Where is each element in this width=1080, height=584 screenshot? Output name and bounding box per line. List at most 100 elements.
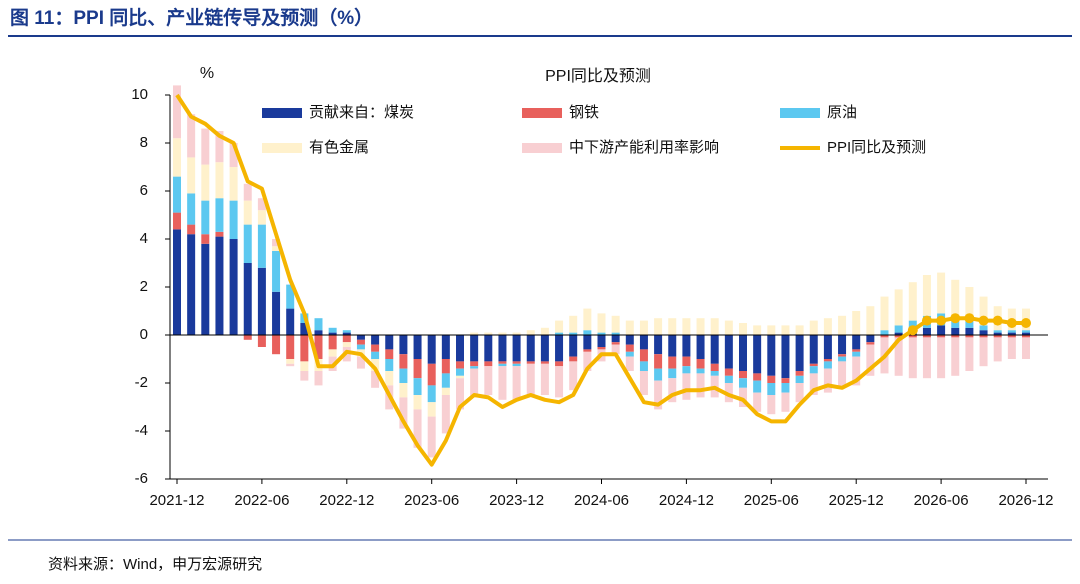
bar bbox=[540, 327, 549, 335]
bar bbox=[300, 335, 309, 362]
bar bbox=[498, 366, 507, 400]
legend-swatch bbox=[262, 108, 302, 118]
bar bbox=[187, 157, 196, 194]
bar bbox=[399, 354, 408, 369]
bar bbox=[937, 335, 946, 338]
bar bbox=[427, 335, 436, 364]
bar bbox=[852, 351, 861, 357]
bar bbox=[257, 198, 266, 211]
y-tick-label: 4 bbox=[140, 230, 148, 247]
bar bbox=[272, 239, 281, 247]
bar bbox=[413, 335, 422, 359]
bar bbox=[838, 361, 847, 388]
bar bbox=[257, 335, 266, 347]
line-marker bbox=[1021, 318, 1031, 328]
bar bbox=[979, 296, 988, 326]
bar bbox=[300, 371, 309, 381]
legend-label: 原油 bbox=[827, 104, 857, 121]
y-tick-label: -4 bbox=[135, 422, 148, 439]
bar bbox=[243, 183, 252, 201]
bar bbox=[809, 373, 818, 395]
bar bbox=[427, 402, 436, 417]
bar bbox=[823, 359, 832, 362]
bar bbox=[965, 320, 974, 328]
bar bbox=[965, 335, 974, 338]
bar bbox=[597, 347, 606, 350]
bar bbox=[371, 335, 380, 345]
bar bbox=[611, 335, 620, 343]
bar bbox=[583, 330, 592, 335]
bar bbox=[1022, 335, 1030, 338]
bar bbox=[512, 363, 521, 367]
bar bbox=[399, 368, 408, 383]
bar bbox=[441, 395, 450, 434]
bar bbox=[611, 315, 620, 333]
bar bbox=[385, 349, 394, 359]
bar bbox=[328, 332, 337, 335]
bar bbox=[187, 234, 196, 335]
bar bbox=[838, 315, 847, 335]
bar bbox=[215, 131, 224, 163]
bar bbox=[739, 335, 747, 371]
bar bbox=[668, 335, 677, 357]
bar bbox=[173, 229, 181, 335]
bar bbox=[456, 361, 464, 369]
bar bbox=[187, 224, 196, 235]
bar bbox=[526, 335, 535, 362]
bar bbox=[201, 243, 210, 335]
bar bbox=[880, 330, 889, 335]
bar bbox=[767, 375, 776, 383]
bar bbox=[498, 363, 507, 367]
bar bbox=[852, 311, 861, 335]
bar bbox=[413, 409, 422, 448]
x-tick-label: 2024-06 bbox=[574, 492, 629, 509]
bar bbox=[639, 335, 648, 350]
bar bbox=[880, 335, 889, 338]
bar bbox=[767, 335, 776, 376]
bar bbox=[654, 318, 663, 335]
bar bbox=[908, 335, 917, 338]
bar bbox=[555, 332, 564, 335]
bar bbox=[894, 337, 903, 376]
bar bbox=[654, 335, 663, 355]
bar bbox=[427, 416, 436, 458]
legend-swatch bbox=[522, 108, 562, 118]
bar bbox=[243, 224, 252, 263]
bar bbox=[526, 330, 535, 335]
bar bbox=[243, 200, 252, 225]
legend-label: 贡献来自：煤炭 bbox=[309, 104, 414, 121]
line-marker bbox=[907, 325, 918, 336]
legend-swatch bbox=[780, 108, 820, 118]
y-tick-label: 8 bbox=[140, 134, 148, 151]
bar bbox=[314, 330, 323, 335]
bar bbox=[441, 373, 450, 388]
bar bbox=[852, 356, 861, 386]
bar bbox=[526, 361, 535, 364]
bar bbox=[823, 318, 832, 335]
bar bbox=[993, 337, 1002, 362]
bar bbox=[456, 368, 464, 376]
bar bbox=[866, 342, 875, 345]
bar bbox=[597, 313, 606, 333]
bar bbox=[965, 327, 974, 335]
bar bbox=[526, 363, 535, 395]
bar bbox=[328, 349, 337, 357]
bar bbox=[739, 378, 747, 388]
bar bbox=[951, 327, 960, 335]
bar bbox=[187, 114, 196, 158]
bar bbox=[540, 363, 549, 395]
legend-label: 钢铁 bbox=[569, 104, 599, 121]
bar bbox=[300, 323, 309, 335]
bar bbox=[286, 363, 295, 367]
bar bbox=[922, 327, 931, 335]
bar bbox=[838, 354, 847, 357]
bar bbox=[739, 323, 747, 335]
line-marker bbox=[978, 315, 989, 326]
bar bbox=[328, 327, 337, 333]
bar bbox=[173, 176, 181, 213]
bar bbox=[809, 335, 818, 364]
bar bbox=[781, 335, 790, 379]
bar bbox=[866, 306, 875, 335]
bar bbox=[427, 363, 436, 386]
